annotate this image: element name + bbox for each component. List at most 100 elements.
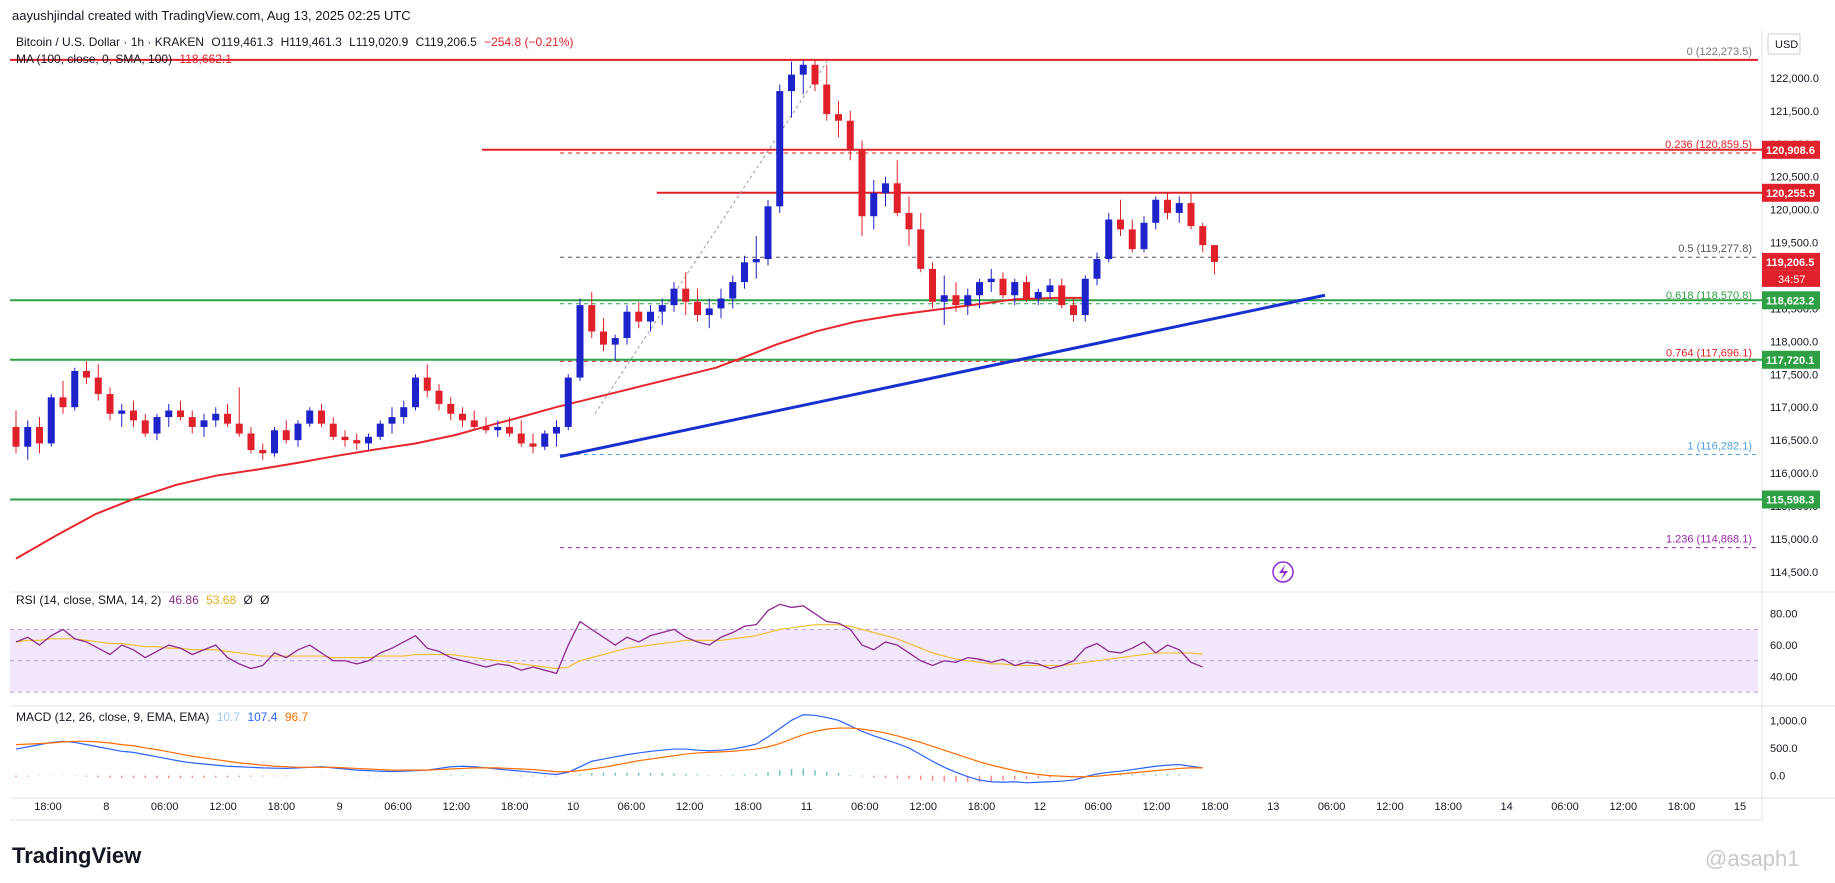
candle-body (811, 64, 819, 85)
time-tick-label: 18:00 (34, 801, 62, 813)
candle-body (553, 426, 560, 434)
candle-body (905, 212, 913, 230)
symbol-name[interactable]: Bitcoin / U.S. Dollar · 1h · KRAKEN (16, 35, 205, 49)
candle-body (670, 288, 678, 306)
candle-body (141, 420, 149, 434)
change-value: −254.8 (−0.21%) (484, 35, 574, 49)
candle-body (247, 433, 255, 450)
macd-value: 107.4 (247, 710, 278, 724)
candle-body (400, 407, 408, 418)
level-price-box (1762, 252, 1820, 271)
time-tick-label: 15 (1734, 801, 1746, 813)
level-price-box (1762, 183, 1820, 202)
candle-body (1011, 282, 1019, 296)
candle-body (1081, 278, 1089, 315)
candle-body (388, 417, 396, 424)
ma100-line (15, 296, 1086, 560)
candle-body (776, 91, 784, 207)
time-tick-label: 06:00 (1551, 801, 1579, 813)
candle-body (529, 443, 537, 447)
time-tick-label: 18:00 (1668, 801, 1696, 813)
candle-body (318, 410, 325, 424)
price-tick-label: 115,000.0 (1770, 534, 1818, 546)
candle-body (823, 84, 831, 115)
candle-body (459, 413, 466, 421)
candle-body (106, 394, 114, 414)
price-tick-label: 116,000.0 (1770, 468, 1818, 480)
candle-body (235, 423, 243, 434)
candle-body (1070, 305, 1077, 315)
symbol-legend: Bitcoin / U.S. Dollar · 1h · KRAKEN O119… (16, 35, 578, 49)
time-tick-label: 18:00 (1201, 801, 1229, 813)
candle-body (1211, 245, 1218, 262)
rsi-tick-label: 40.00 (1770, 671, 1798, 683)
tradingview-logo[interactable]: TradingView (12, 843, 141, 869)
fib-level-label: 0.5 (119,277.8) (1678, 243, 1752, 255)
rsi-legend[interactable]: RSI (14, close, SMA, 14, 2) 46.86 53.68 … (16, 593, 274, 607)
fib-level-label: 0 (122,273.5) (1687, 46, 1752, 58)
candle-body (893, 183, 901, 213)
time-tick-label: 8 (103, 801, 109, 813)
time-tick-label: 12:00 (209, 801, 237, 813)
candle-body (600, 331, 607, 345)
rsi-label: RSI (14, close, SMA, 14, 2) (16, 593, 162, 607)
candle-body (224, 413, 231, 424)
level-price-box (1762, 140, 1820, 159)
candle-body (12, 426, 20, 447)
macd-legend[interactable]: MACD (12, 26, close, 9, EMA, EMA) 10.7 1… (16, 710, 312, 724)
rsi-sma-line (15, 624, 1203, 670)
candle-body (647, 311, 654, 322)
candle-body (999, 278, 1007, 296)
tradingview-logo-text: TradingView (12, 843, 142, 868)
candle-body (1046, 285, 1054, 292)
candle-body (376, 423, 384, 437)
rsi-line (15, 603, 1203, 675)
fib-level-label: 1 (116,282.1) (1687, 440, 1752, 452)
price-tick-label: 122,000.0 (1770, 73, 1819, 85)
candle-body (682, 288, 690, 302)
chart-created-by: aayushjindal created with TradingView.co… (12, 8, 411, 23)
candle-body (1140, 222, 1148, 250)
candle-body (59, 397, 67, 408)
candle-body (1152, 199, 1160, 223)
rsi-extra-1: Ø (243, 593, 253, 607)
candle-body (1175, 203, 1183, 213)
time-tick-label: 12:00 (1376, 801, 1404, 813)
candle-body (517, 433, 525, 444)
time-tick-label: 12:00 (1143, 801, 1171, 813)
candle-body (541, 433, 549, 447)
macd-hist-value: 10.7 (216, 710, 241, 724)
candle-body (764, 206, 772, 260)
candle-body (1117, 219, 1124, 230)
candle-body (470, 420, 478, 427)
candle-body (494, 426, 502, 431)
candle-body (1199, 226, 1207, 246)
high-value: H119,461.3 (280, 35, 342, 49)
candle-body (47, 397, 55, 444)
candle-body (1128, 229, 1136, 250)
price-tick-label: 114,500.0 (1770, 567, 1818, 579)
candle-body (294, 423, 302, 441)
level-price-box (1762, 350, 1820, 369)
candle-body (835, 114, 842, 121)
time-tick-label: 06:00 (384, 801, 412, 813)
fib-level-label: 0.618 (118,570.8) (1666, 290, 1752, 302)
time-tick-label: 14 (1500, 801, 1512, 813)
ma-value: 118,662.1 (179, 52, 232, 66)
candle-body (799, 64, 807, 75)
candle-body (952, 295, 960, 306)
rsi-value: 46.86 (168, 593, 199, 607)
candle-body (588, 305, 596, 332)
candle-body (259, 450, 267, 454)
time-tick-label: 10 (567, 801, 579, 813)
candle-body (365, 436, 372, 444)
time-tick-label: 18:00 (501, 801, 529, 813)
ma-legend[interactable]: MA (100, close, 0, SMA, 100) 118,662.1 (16, 52, 236, 66)
candle-body (71, 370, 79, 408)
time-tick-label: 11 (801, 801, 812, 813)
macd-signal-value: 96.7 (284, 710, 309, 724)
candle-body (306, 410, 314, 424)
candle-body (447, 403, 455, 414)
